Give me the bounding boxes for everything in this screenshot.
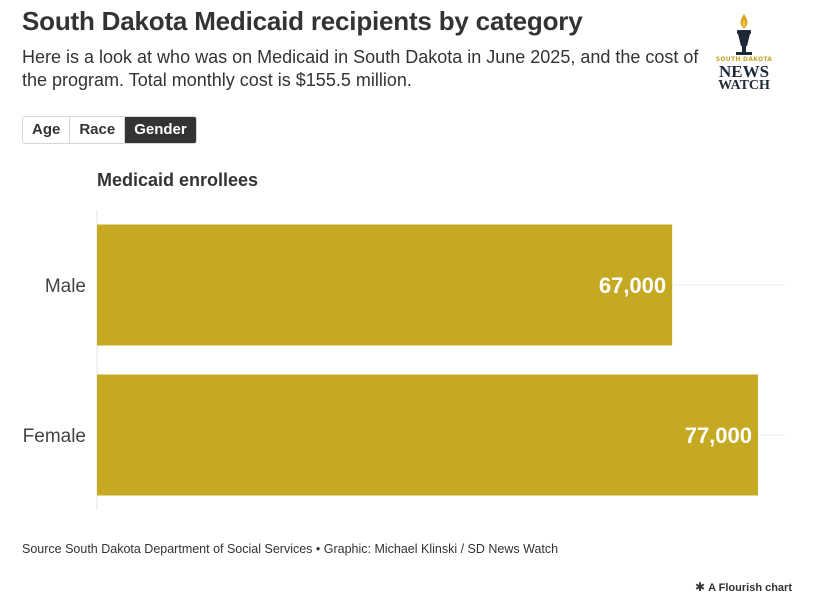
tab-race[interactable]: Race: [70, 117, 126, 143]
category-label-female: Female: [23, 426, 86, 447]
logo-news-text: NEWS: [718, 62, 770, 81]
source-note: Source South Dakota Department of Social…: [22, 542, 559, 556]
sd-news-watch-logo: SOUTH DAKOTA NEWS WATCH: [712, 12, 776, 96]
flourish-credit[interactable]: ✱ A Flourish chart: [695, 580, 792, 594]
logo-watch-text: WATCH: [718, 78, 770, 93]
category-tabs: Age Race Gender: [22, 116, 197, 144]
torch-icon: [736, 14, 752, 55]
page-subtitle: Here is a look at who was on Medicaid in…: [22, 47, 699, 90]
tab-gender[interactable]: Gender: [125, 117, 196, 143]
flourish-icon: ✱: [695, 580, 706, 594]
bar-chart: Male 67,000 Female 77,000: [23, 210, 785, 510]
bar-male[interactable]: [97, 224, 673, 346]
value-label-male: 67,000: [599, 273, 666, 298]
value-label-female: 77,000: [685, 423, 752, 448]
category-label-male: Male: [45, 276, 86, 297]
page-title: South Dakota Medicaid recipients by cate…: [22, 6, 583, 36]
chart-title: Medicaid enrollees: [97, 170, 259, 190]
bar-female[interactable]: [97, 374, 758, 496]
tab-age[interactable]: Age: [23, 117, 71, 143]
logo-small-text: SOUTH DAKOTA: [715, 56, 773, 63]
flourish-credit-label: A Flourish chart: [708, 582, 792, 594]
